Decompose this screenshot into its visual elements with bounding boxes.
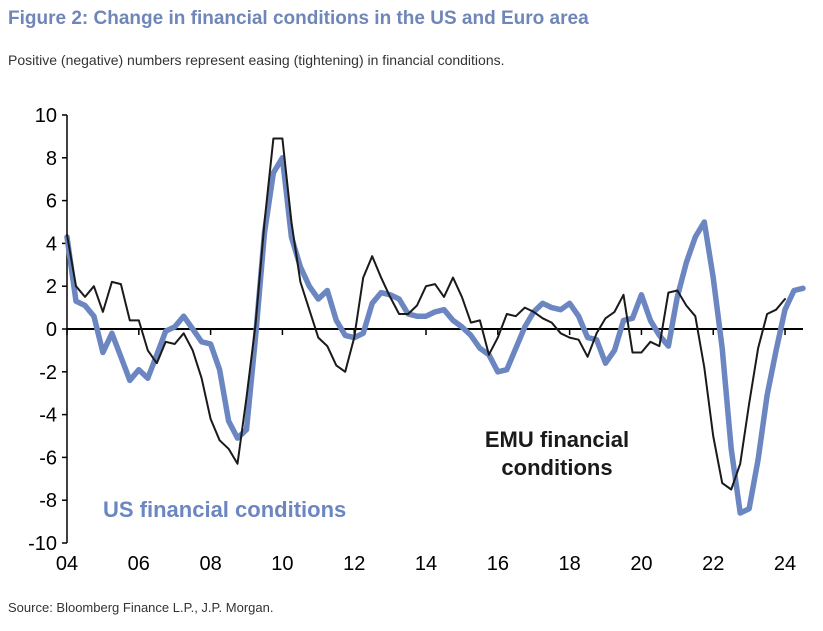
y-tick-label: -8 (39, 490, 57, 512)
figure-title: Figure 2: Change in financial conditions… (8, 8, 589, 29)
x-tick-label: 18 (559, 553, 581, 575)
chart-series (64, 137, 806, 516)
figure-subtitle: Positive (negative) numbers represent ea… (8, 52, 505, 68)
y-tick-label: -10 (28, 533, 57, 555)
y-tick-label: 6 (46, 191, 57, 213)
x-tick-label: 10 (271, 553, 293, 575)
emu-series-label-line: conditions (501, 455, 612, 480)
x-tick-label: 14 (415, 553, 437, 575)
y-tick-label: 4 (46, 233, 57, 255)
emu-series-label-line: EMU financial (485, 427, 629, 452)
x-tick-label: 20 (630, 553, 652, 575)
x-tick-label: 12 (343, 553, 365, 575)
x-tick-label: 16 (487, 553, 509, 575)
y-tick-label: -2 (39, 362, 57, 384)
x-tick-label: 06 (128, 553, 150, 575)
x-tick-label: 22 (702, 553, 724, 575)
y-tick-label: -4 (39, 405, 57, 427)
y-tick-label: -6 (39, 447, 57, 469)
x-tick-label: 08 (199, 553, 221, 575)
y-tick-label: 10 (35, 105, 57, 127)
x-tick-label: 04 (56, 553, 78, 575)
y-tick-label: 8 (46, 148, 57, 170)
y-tick-label: 2 (46, 276, 57, 298)
source-note: Source: Bloomberg Finance L.P., J.P. Mor… (8, 600, 274, 615)
x-tick-label: 24 (774, 553, 796, 575)
us-series-label: US financial conditions (103, 497, 346, 522)
emu-financial-conditions-line (66, 137, 786, 491)
chart-series-labels: US financial conditions EMU financial cond… (103, 427, 629, 522)
y-tick-label: 0 (46, 319, 57, 341)
us-financial-conditions-line (64, 155, 806, 516)
